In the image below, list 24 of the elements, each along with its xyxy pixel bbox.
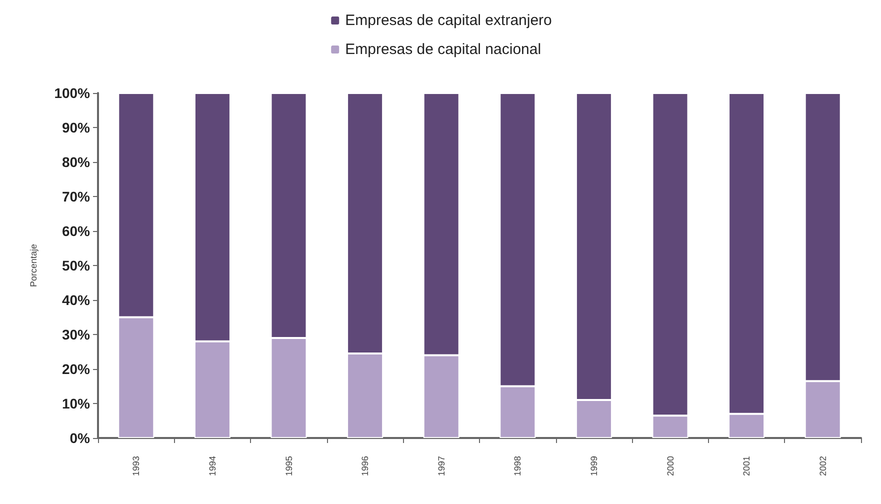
- x-tick-label: 1998: [512, 456, 523, 476]
- y-tick-label: 100%: [54, 85, 91, 101]
- x-tick-label: 1994: [207, 456, 218, 476]
- x-tick-label: 1997: [436, 456, 446, 476]
- x-tick-label: 2001: [742, 456, 752, 476]
- y-tick-label: 80%: [62, 154, 91, 170]
- x-tick-label: 1999: [588, 456, 599, 476]
- y-tick-label: 90%: [62, 120, 91, 136]
- y-tick-label: 60%: [62, 223, 91, 239]
- y-tick-label: 0%: [70, 430, 91, 446]
- x-tick-label: 1995: [284, 456, 294, 476]
- y-tick-label: 30%: [62, 326, 91, 342]
- y-tick-label: 70%: [62, 188, 91, 204]
- y-tick-label: 10%: [62, 396, 91, 412]
- x-tick-label: 1993: [131, 456, 142, 476]
- x-tick-label: 2000: [665, 456, 676, 476]
- legend-label: Empresas de capital extranjero: [345, 12, 552, 29]
- legend-label: Empresas de capital nacional: [345, 41, 542, 58]
- y-axis-title: Porcentaje: [28, 244, 38, 288]
- x-tick-label: 1996: [360, 456, 370, 476]
- y-tick-label: 40%: [62, 292, 91, 308]
- y-tick-label: 50%: [62, 258, 91, 274]
- y-tick-label: 20%: [62, 361, 91, 377]
- x-tick-label: 2002: [818, 456, 828, 476]
